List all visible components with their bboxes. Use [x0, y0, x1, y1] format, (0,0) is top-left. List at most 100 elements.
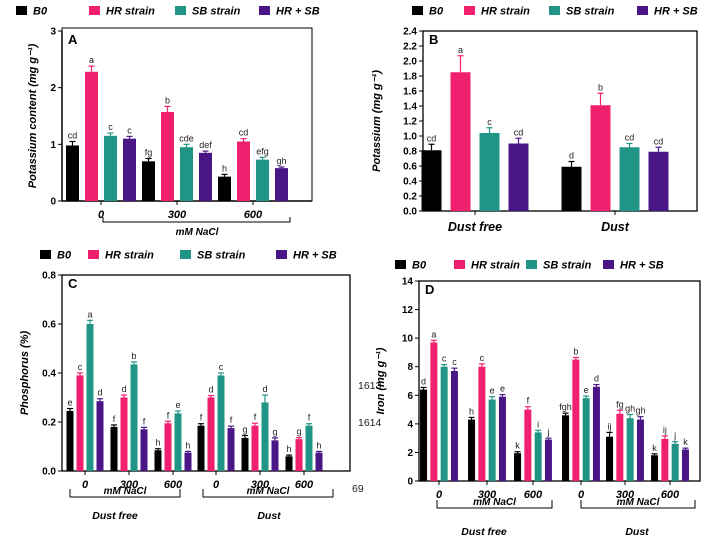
bar	[636, 419, 644, 481]
bar	[120, 397, 128, 471]
legend-swatch	[637, 6, 648, 15]
bar	[661, 438, 669, 481]
y-tick-label: 0.2	[403, 192, 417, 203]
x-tick-label: 600	[244, 209, 263, 221]
y-tick-label: 4	[407, 419, 413, 430]
bar	[534, 432, 542, 481]
bar	[421, 150, 442, 211]
legend-swatch	[175, 6, 186, 15]
bar	[479, 133, 500, 211]
side-annotation: 1614	[358, 417, 382, 429]
bar	[315, 452, 323, 471]
bar	[261, 402, 269, 471]
y-tick-label: 0.0	[42, 467, 56, 478]
y-tick-label: 0	[407, 477, 413, 488]
significance-letter: j	[546, 427, 549, 437]
y-tick-label: 0.0	[403, 207, 417, 218]
panel-a: A 0 1 2 3 Potassium content (mg g⁻¹) B0 HR stra…	[16, 6, 320, 238]
x-tick-label: 300	[120, 479, 139, 491]
significance-letter: b	[165, 95, 170, 105]
bar	[572, 359, 580, 481]
legend-label: SB strain	[566, 6, 615, 18]
bar	[199, 152, 212, 201]
significance-letter: d	[121, 384, 126, 394]
legend-label: HR + SB	[276, 6, 320, 18]
legend-label: B0	[412, 260, 427, 272]
significance-letter: j	[673, 431, 676, 441]
significance-letter: d	[262, 384, 267, 394]
significance-letter: gh	[635, 406, 645, 416]
significance-letter: fg	[616, 399, 624, 409]
y-tick-label: 2	[50, 83, 56, 94]
legend-label: HR strain	[471, 260, 520, 272]
legend-label: SB strain	[197, 250, 246, 262]
significance-letter: c	[127, 125, 132, 135]
bar	[85, 71, 98, 201]
y-tick-label: 14	[402, 277, 414, 288]
bar	[488, 399, 496, 481]
significance-letter: f	[230, 415, 233, 425]
bar	[468, 419, 476, 481]
legend-swatch	[526, 260, 537, 269]
significance-letter: a	[87, 309, 92, 319]
panel-d: D 0 2 4 6 8 10 12 14 Iron (mg g⁻¹) B0 HR strain SB s…	[375, 260, 701, 538]
significance-letter: d	[569, 151, 574, 161]
legend-swatch	[412, 6, 423, 15]
panel-letter: C	[68, 276, 78, 291]
bar	[251, 425, 259, 471]
significance-letter: h	[469, 406, 474, 416]
significance-letter: a	[458, 45, 463, 55]
significance-letter: f	[308, 413, 311, 423]
y-axis-title: Potassium (mg g⁻¹)	[371, 70, 383, 172]
x-tick-label: 300	[251, 479, 270, 491]
legend-swatch	[16, 6, 27, 15]
bar	[218, 176, 231, 201]
y-tick-label: 0.6	[42, 320, 56, 331]
bar	[590, 105, 611, 211]
significance-letter: b	[598, 82, 603, 92]
bar	[130, 364, 138, 471]
legend-label: HR + SB	[654, 6, 698, 18]
significance-letter: f	[113, 414, 116, 424]
significance-letter: gh	[276, 156, 286, 166]
significance-letter: c	[442, 354, 447, 364]
bar	[619, 147, 640, 211]
y-tick-label: 0.4	[403, 177, 417, 188]
bar	[450, 72, 471, 211]
legend-swatch	[276, 250, 287, 259]
y-tick-label: 12	[402, 305, 414, 316]
significance-letter: c	[452, 357, 457, 367]
plot-frame	[418, 280, 701, 482]
y-tick-label: 0.4	[42, 369, 56, 380]
bar	[104, 135, 117, 201]
bar	[66, 410, 74, 471]
x-axis-title: mM NaCl	[176, 227, 219, 238]
bar	[86, 324, 94, 471]
panel-c: C 0.0 0.2 0.4 0.6 0.8 Phosphorus (%) B0 HR strai…	[19, 250, 382, 523]
significance-letter: a	[431, 329, 436, 339]
y-tick-label: 1.2	[403, 117, 417, 128]
y-tick-label: 1.6	[403, 87, 417, 98]
bar	[285, 456, 293, 471]
significance-letter: f	[254, 412, 257, 422]
group-label: Dust	[257, 510, 281, 522]
bar	[524, 409, 532, 481]
legend-swatch	[88, 250, 99, 259]
bar	[164, 423, 172, 471]
bar	[592, 386, 600, 481]
x-tick-label: Dust free	[448, 220, 502, 234]
significance-letter: d	[208, 385, 213, 395]
y-tick-label: 8	[407, 362, 413, 373]
bar	[478, 366, 486, 481]
legend-label: HR strain	[106, 6, 155, 18]
bar	[508, 143, 529, 211]
x-tick-label: 0	[213, 479, 220, 491]
x-bracket	[436, 500, 553, 509]
bar	[66, 145, 79, 201]
legend-label: B0	[57, 250, 72, 262]
x-tick-label: 300	[616, 489, 635, 501]
bar	[430, 342, 438, 481]
panel-letter: A	[68, 32, 78, 47]
y-axis-title: Iron (mg g⁻¹)	[375, 347, 387, 414]
